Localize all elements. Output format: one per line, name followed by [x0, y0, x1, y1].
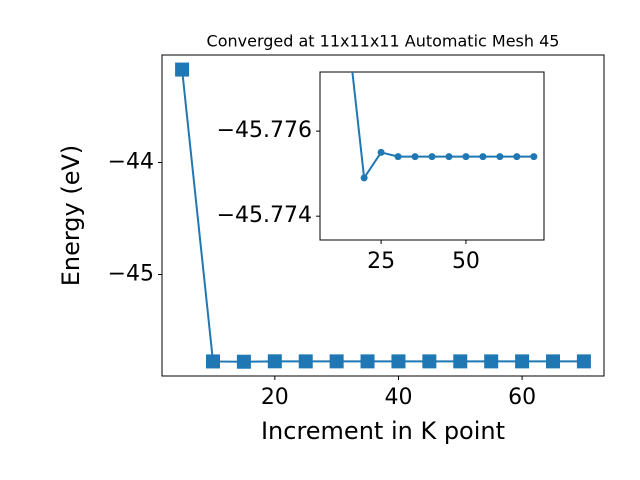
marker: [360, 354, 375, 369]
series-group: [175, 62, 591, 369]
marker: [422, 354, 437, 369]
marker: [298, 354, 313, 369]
marker: [428, 153, 436, 161]
marker: [360, 174, 368, 182]
x-tick-label: 20: [261, 385, 289, 410]
series-group: [344, 21, 538, 182]
marker: [267, 354, 282, 369]
x-tick-label: 25: [367, 249, 395, 274]
marker: [576, 354, 591, 369]
y-tick-label: −44: [108, 150, 154, 175]
marker: [484, 354, 499, 369]
marker: [377, 148, 385, 156]
marker: [329, 354, 344, 369]
marker: [496, 153, 504, 161]
marker: [411, 153, 419, 161]
marker: [479, 153, 487, 161]
marker: [394, 153, 402, 161]
marker: [462, 153, 470, 161]
marker: [546, 354, 560, 369]
marker: [206, 354, 220, 369]
y-tick-label: −45.776: [217, 118, 312, 143]
y-axis-label: Energy (eV): [57, 145, 85, 287]
y-tick-label: −45: [108, 262, 154, 287]
marker: [391, 354, 406, 369]
marker: [530, 153, 538, 161]
marker: [515, 354, 530, 369]
y-tick-label: −45.774: [217, 203, 312, 228]
marker: [236, 354, 251, 369]
x-tick-label: 50: [452, 249, 480, 274]
chart-title: Converged at 11x11x11 Automatic Mesh 45: [207, 32, 560, 51]
marker: [175, 62, 190, 77]
marker: [344, 21, 351, 28]
x-tick-label: 60: [508, 385, 536, 410]
marker: [453, 354, 468, 369]
x-tick-label: 40: [384, 385, 412, 410]
marker: [445, 153, 453, 161]
marker: [513, 153, 521, 161]
x-axis-label: Increment in K point: [261, 417, 505, 445]
